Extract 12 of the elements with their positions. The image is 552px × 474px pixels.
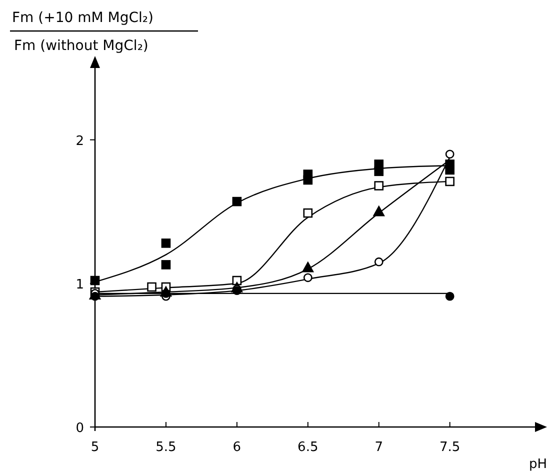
x-tick-label: 7 [374, 440, 384, 455]
text: Fm (without MgCl₂) [14, 38, 148, 54]
x-tick-label: 5 [90, 440, 100, 455]
y-tick-label: 2 [76, 134, 84, 149]
y-axis-title: Fm (+10 mM MgCl₂) [12, 10, 154, 26]
y-tick-label: 0 [76, 421, 84, 436]
y-tick-label: 1 [76, 277, 84, 292]
x-tick-label: 6.5 [298, 440, 318, 455]
x-axis-title: pH [528, 457, 548, 472]
x-tick-label: 5.5 [156, 440, 176, 455]
x-tick-label: 7.5 [439, 440, 460, 455]
x-tick-label: 6 [232, 440, 242, 455]
